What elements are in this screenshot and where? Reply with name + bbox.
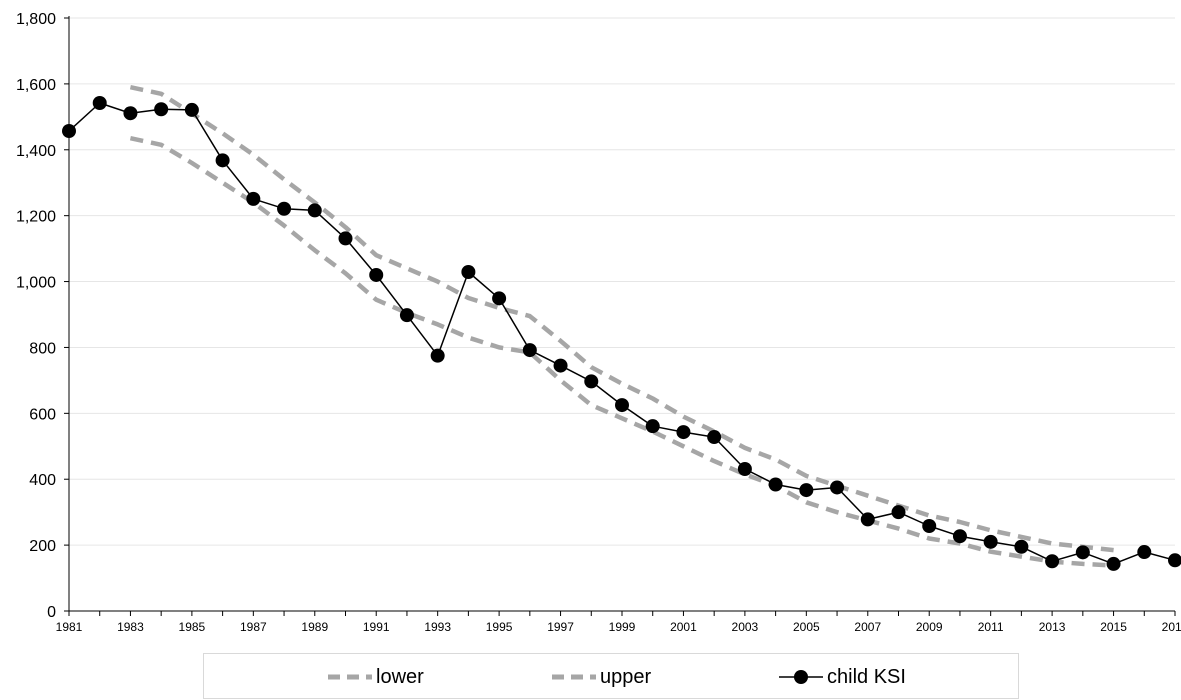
data-point bbox=[522, 343, 537, 358]
x-axis-ticks: 1981 1983 1985 1987 1989 1991 1993 1995 1997 1999… bbox=[56, 611, 1181, 634]
data-point bbox=[461, 265, 476, 280]
legend-label-child-ksi: child KSI bbox=[827, 665, 906, 688]
x-tick-label: 1989 bbox=[301, 620, 328, 634]
series-lower bbox=[129, 135, 1114, 568]
axes bbox=[68, 16, 1175, 612]
y-axis-ticks: 0 200 400 600 800 1,000 1,200 1,400 1,600 1,800 bbox=[16, 11, 69, 621]
data-point bbox=[676, 425, 691, 440]
data-point bbox=[952, 529, 967, 544]
data-point bbox=[922, 519, 937, 534]
data-point bbox=[860, 512, 875, 527]
x-tick-label: 1983 bbox=[117, 620, 144, 634]
y-tick-label: 1,600 bbox=[16, 77, 56, 94]
legend-dash-swatch bbox=[328, 674, 372, 680]
y-tick-label: 1,400 bbox=[16, 143, 56, 160]
data-point bbox=[369, 267, 384, 282]
y-tick-label: 1,200 bbox=[16, 209, 56, 226]
data-point bbox=[307, 203, 322, 218]
data-point bbox=[553, 358, 568, 373]
x-tick-label: 2009 bbox=[916, 620, 943, 634]
series-line-lower bbox=[129, 135, 1114, 568]
data-point bbox=[492, 291, 507, 306]
x-tick-label: 1997 bbox=[547, 620, 574, 634]
legend-dash-swatch bbox=[552, 674, 596, 680]
x-tick-label: 1999 bbox=[609, 620, 636, 634]
data-point bbox=[707, 430, 722, 445]
legend: lower upper child KSI bbox=[203, 653, 1019, 699]
data-point bbox=[983, 534, 998, 549]
data-point bbox=[215, 153, 230, 168]
data-point bbox=[430, 348, 445, 363]
x-tick-label: 1985 bbox=[179, 620, 206, 634]
data-point bbox=[1014, 539, 1029, 554]
legend-item-upper: upper bbox=[550, 654, 651, 700]
x-tick-label: 2007 bbox=[854, 620, 881, 634]
x-tick-label: 2001 bbox=[670, 620, 697, 634]
data-point bbox=[154, 102, 169, 117]
data-point bbox=[1168, 553, 1181, 568]
x-tick-label: 2005 bbox=[793, 620, 820, 634]
data-point bbox=[277, 201, 292, 216]
y-tick-label: 400 bbox=[29, 472, 56, 489]
x-tick-label: 1981 bbox=[56, 620, 83, 634]
data-point bbox=[799, 483, 814, 498]
series-upper bbox=[129, 84, 1114, 553]
data-point bbox=[1106, 556, 1121, 571]
y-tick-label: 1,000 bbox=[16, 275, 56, 292]
y-tick-label: 0 bbox=[47, 604, 56, 621]
x-tick-label: 1993 bbox=[424, 620, 451, 634]
x-tick-label: 2015 bbox=[1100, 620, 1127, 634]
x-tick-label: 2003 bbox=[732, 620, 759, 634]
data-point bbox=[399, 308, 414, 323]
y-tick-label: 800 bbox=[29, 340, 56, 357]
data-point bbox=[615, 398, 629, 413]
x-tick-label: 2017 bbox=[1162, 620, 1181, 634]
series-line-upper bbox=[129, 84, 1114, 553]
y-tick-label: 1,800 bbox=[16, 11, 56, 28]
legend-label-upper: upper bbox=[600, 665, 652, 688]
data-point bbox=[645, 419, 660, 434]
y-tick-label: 200 bbox=[29, 538, 56, 555]
legend-marker-swatch bbox=[779, 670, 823, 684]
data-point bbox=[92, 95, 107, 110]
data-point bbox=[246, 191, 261, 206]
series-layer bbox=[62, 84, 1181, 571]
data-point bbox=[1137, 545, 1152, 560]
data-point bbox=[184, 102, 199, 117]
x-tick-label: 1995 bbox=[486, 620, 513, 634]
legend-item-child-ksi: child KSI bbox=[777, 654, 906, 700]
data-point bbox=[123, 106, 138, 121]
data-point bbox=[768, 477, 783, 492]
gridlines bbox=[69, 17, 1175, 546]
legend-item-lower: lower bbox=[326, 654, 424, 700]
x-tick-label: 2013 bbox=[1039, 620, 1066, 634]
x-tick-label: 2011 bbox=[978, 620, 1004, 634]
legend-label-lower: lower bbox=[376, 665, 424, 688]
data-point bbox=[584, 374, 599, 389]
data-point bbox=[1075, 545, 1090, 560]
series-child-ksi bbox=[62, 95, 1181, 571]
x-tick-label: 1987 bbox=[240, 620, 267, 634]
series-line-child-ksi bbox=[68, 102, 1176, 565]
data-point bbox=[1045, 554, 1060, 569]
data-point bbox=[338, 231, 353, 246]
y-tick-label: 600 bbox=[29, 406, 56, 423]
data-point bbox=[737, 462, 752, 477]
data-point bbox=[62, 123, 76, 138]
x-tick-label: 1991 bbox=[363, 620, 390, 634]
data-point bbox=[830, 480, 845, 495]
data-point bbox=[891, 505, 906, 520]
